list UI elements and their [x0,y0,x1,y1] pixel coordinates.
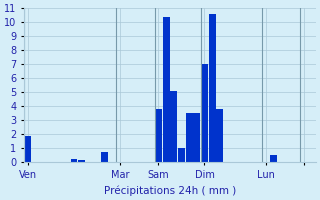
Bar [270,155,277,162]
X-axis label: Précipitations 24h ( mm ): Précipitations 24h ( mm ) [104,185,236,196]
Bar [101,152,108,162]
Bar [178,148,185,162]
Bar [209,14,216,162]
Bar [201,64,208,162]
Bar [186,113,193,162]
Bar [163,17,170,162]
Bar [70,159,77,162]
Bar [216,109,223,162]
Bar [78,160,85,162]
Bar [24,136,31,162]
Bar [193,113,200,162]
Bar [170,91,177,162]
Bar [155,109,162,162]
